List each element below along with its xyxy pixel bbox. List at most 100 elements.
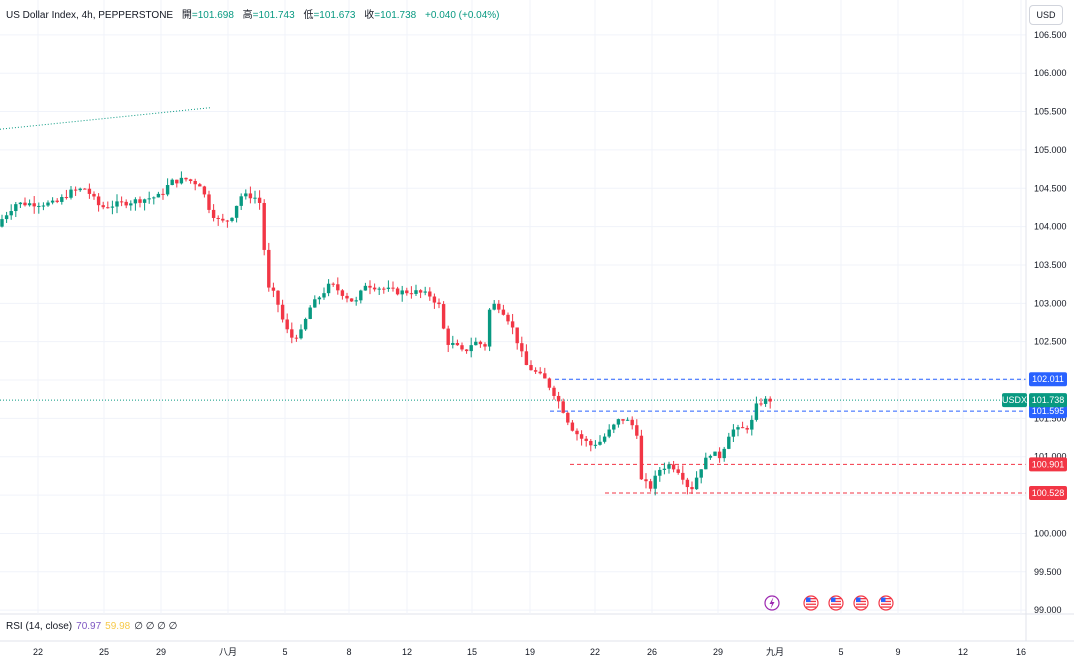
candle-body xyxy=(32,203,36,207)
candle-body xyxy=(280,304,285,320)
rsi-legend[interactable]: RSI (14, close) 70.97 59.98 ∅ ∅ ∅ ∅ xyxy=(6,621,177,632)
price-tick-label: 103.000 xyxy=(1034,298,1067,308)
time-tick-label: 29 xyxy=(713,647,723,657)
candle-body xyxy=(653,475,657,489)
candle-body xyxy=(543,373,547,379)
candle-body xyxy=(326,283,331,294)
candle-body xyxy=(685,479,690,488)
candle-body xyxy=(524,351,529,366)
candle-body xyxy=(731,429,736,437)
time-tick-label: 19 xyxy=(525,647,535,657)
candle-body xyxy=(23,202,27,206)
candle-body xyxy=(106,207,110,209)
candle-body xyxy=(708,455,713,458)
candle-body xyxy=(469,345,473,352)
flag-stripe xyxy=(881,600,891,603)
candle-body xyxy=(515,327,519,344)
candle-body xyxy=(432,296,437,303)
candle-body xyxy=(193,180,197,185)
us-flag-icon[interactable] xyxy=(878,595,894,611)
current-price-tag: 101.738 xyxy=(1032,395,1065,405)
candles xyxy=(0,171,772,496)
candle-body xyxy=(386,287,391,289)
candle-body xyxy=(313,299,317,308)
time-tick-label: 22 xyxy=(590,647,600,657)
grid xyxy=(0,0,1074,642)
us-flag-icon[interactable] xyxy=(828,595,844,611)
candle-body xyxy=(184,177,188,180)
candle-body xyxy=(602,436,607,442)
flag-stripe xyxy=(831,598,841,600)
candle-body xyxy=(625,419,630,421)
level-tag: 102.011 xyxy=(1032,374,1064,384)
symbol-tag: USDX xyxy=(1002,395,1027,405)
price-tags: 102.011 101.595 100.901 100.528 USDX 101.738 xyxy=(1002,372,1067,500)
level-tag: 100.901 xyxy=(1032,459,1065,469)
candle-body xyxy=(248,193,253,199)
candle-body xyxy=(331,283,335,285)
candle-body xyxy=(428,291,432,297)
us-flag-icon[interactable] xyxy=(853,595,869,611)
time-tick-label: 八月 xyxy=(219,647,237,657)
candle-body xyxy=(566,412,570,423)
candle-body xyxy=(644,479,648,482)
price-tick-label: 101.000 xyxy=(1034,452,1067,462)
candle-body xyxy=(276,290,280,305)
candle-body xyxy=(699,469,703,478)
level-tag: 100.528 xyxy=(1032,488,1065,498)
candle-body xyxy=(142,199,147,203)
candle-body xyxy=(400,290,404,295)
candle-body xyxy=(704,457,708,470)
flag-stripe xyxy=(806,598,816,600)
candle-body xyxy=(556,395,561,402)
candle-body xyxy=(694,477,699,490)
price-tick-label: 105.500 xyxy=(1034,107,1067,117)
candle-body xyxy=(115,201,119,207)
candle-body xyxy=(363,285,368,291)
candle-body xyxy=(129,203,133,206)
candle-body xyxy=(119,201,124,203)
candle-body xyxy=(736,427,740,430)
lightning-icon[interactable] xyxy=(764,595,780,611)
change-value: +0.040 (+0.04%) xyxy=(425,10,500,21)
candle-body xyxy=(414,290,418,294)
candle-body xyxy=(110,206,115,208)
time-tick-label: 5 xyxy=(838,647,843,657)
candle-body xyxy=(561,401,565,413)
candle-body xyxy=(612,424,616,430)
candle-body xyxy=(497,303,501,310)
candle-body xyxy=(648,481,653,489)
level-tag-bg xyxy=(1029,485,1067,500)
candle-body xyxy=(727,436,731,449)
price-axis: 106.500 106.000 105.500 105.000 104.500 104.0… xyxy=(1025,0,1067,641)
candle-body xyxy=(740,427,745,429)
us-flag-icon[interactable] xyxy=(803,595,819,611)
symbol-title: US Dollar Index, 4h, PEPPERSTONE xyxy=(6,10,174,21)
flag-canton xyxy=(831,597,836,602)
candle-body xyxy=(437,302,441,305)
candle-body xyxy=(83,188,87,190)
flag-stripe xyxy=(856,600,866,603)
time-tick-label: 22 xyxy=(33,647,43,657)
high-label: 高 xyxy=(242,10,253,21)
candle-body xyxy=(124,201,128,206)
candle-body xyxy=(607,429,611,437)
time-tick-label: 26 xyxy=(647,647,657,657)
price-tick-label: 104.000 xyxy=(1034,222,1067,232)
price-tick-label: 104.500 xyxy=(1034,183,1067,193)
candle-body xyxy=(170,179,174,186)
candle-body xyxy=(165,185,170,195)
candle-body xyxy=(230,217,234,221)
currency-button[interactable]: USD xyxy=(1029,5,1063,25)
flag-stripe xyxy=(881,603,891,605)
candle-body xyxy=(349,298,354,302)
candle-body xyxy=(750,419,754,430)
candle-body xyxy=(202,186,207,195)
rsi-value-1: 70.97 xyxy=(76,621,102,632)
candle-body xyxy=(598,441,602,445)
price-tick-label: 102.500 xyxy=(1034,337,1067,347)
time-tick-label: 5 xyxy=(282,647,287,657)
candle-body xyxy=(198,184,202,187)
symbol-tag-bg xyxy=(1002,393,1027,408)
